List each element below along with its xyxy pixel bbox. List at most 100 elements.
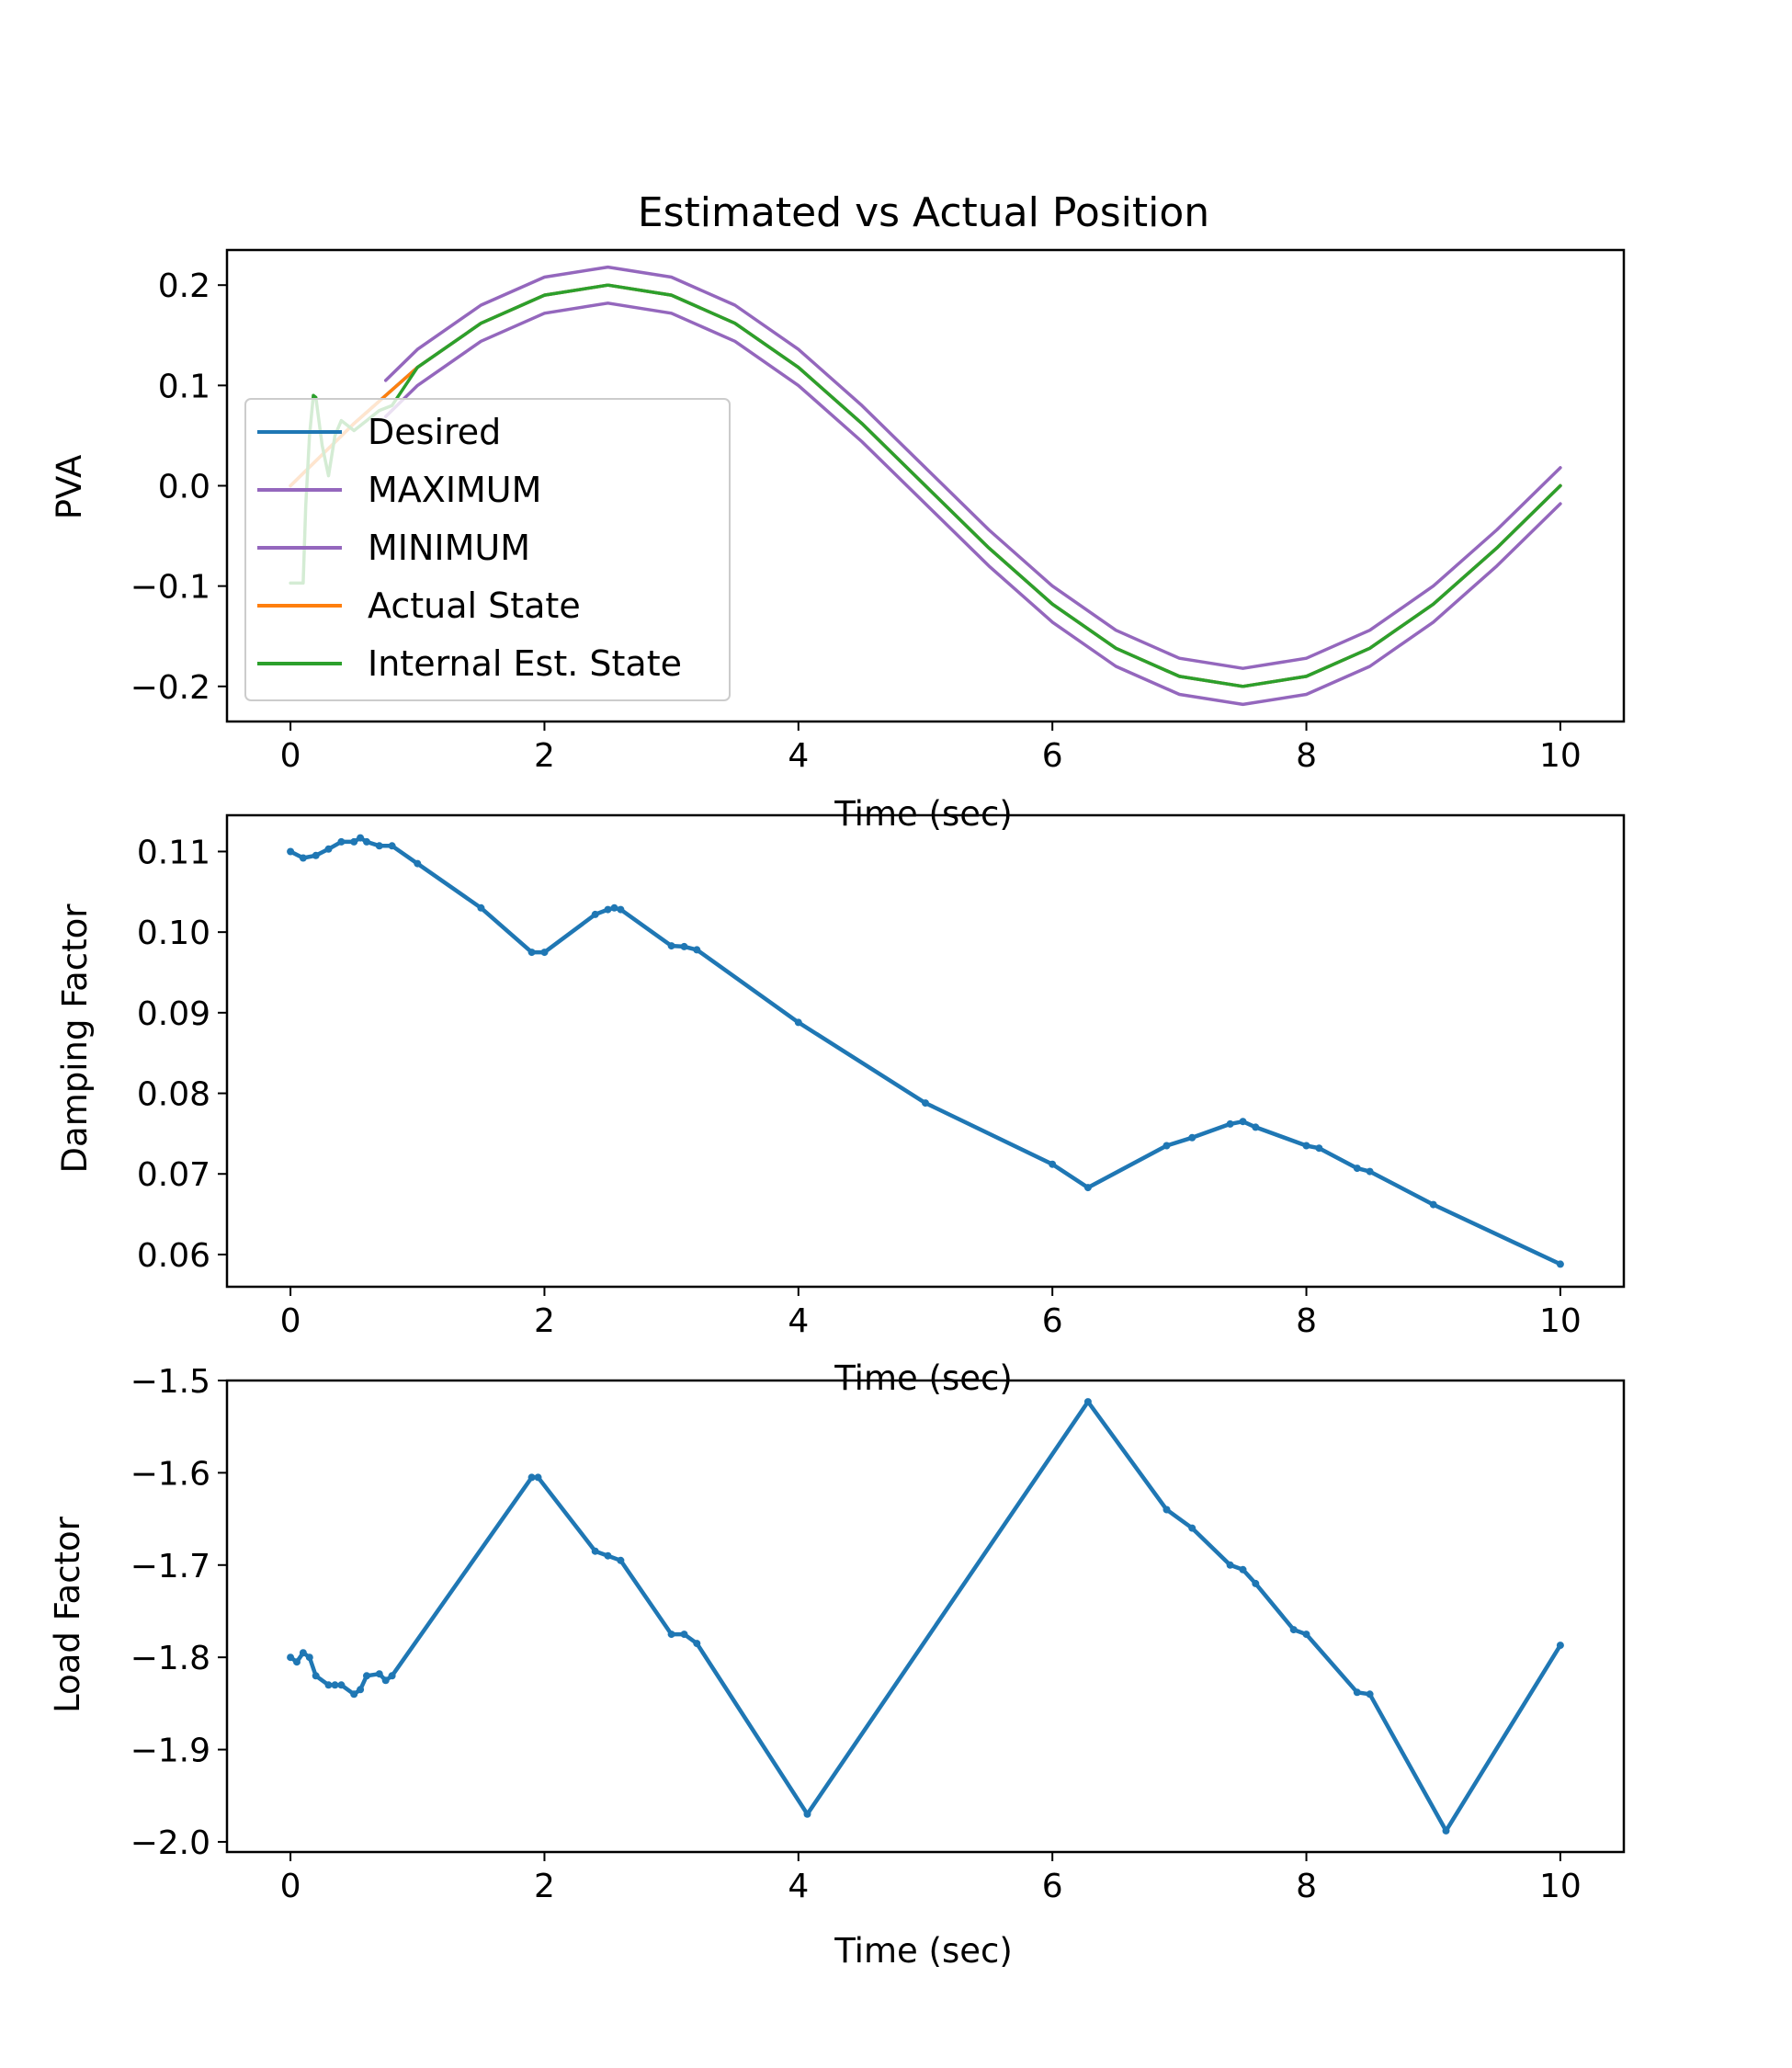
data-point (1252, 1123, 1260, 1131)
data-point (324, 1681, 333, 1689)
y-tick-label: 0.07 (137, 1156, 210, 1194)
ticks-layer: 0 2 4 6 8 10 0.2 0.1 0.0 −0.1 −0.2 (130, 267, 1582, 775)
data-point (287, 1653, 295, 1662)
data-point (1315, 1144, 1323, 1153)
data-point (331, 1681, 339, 1689)
data-point (357, 1686, 365, 1694)
legend-label-maximum: MAXIMUM (368, 470, 541, 510)
x-tick-label: 10 (1539, 737, 1582, 775)
ticks-layer: 0 2 4 6 8 10 0.11 0.10 0.09 0.08 0.07 0.06 (137, 834, 1582, 1340)
x-axis-label: Time (sec) (834, 1358, 1013, 1398)
data-point (794, 1018, 802, 1027)
y-tick-label: −1.5 (130, 1363, 210, 1401)
data-point (1226, 1561, 1234, 1569)
y-axis-label: PVA (50, 455, 89, 520)
data-point (591, 910, 599, 918)
data-point (1049, 1160, 1057, 1168)
data-point (604, 1551, 612, 1560)
data-point (1083, 1398, 1092, 1406)
x-axis-label: Time (sec) (834, 794, 1013, 834)
data-point (1353, 1165, 1361, 1173)
x-tick-label: 8 (1296, 1868, 1317, 1905)
data-point (312, 1672, 320, 1680)
legend-box (244, 398, 731, 701)
data-point (337, 1681, 346, 1689)
x-tick-label: 2 (534, 737, 555, 775)
x-tick-label: 4 (788, 1868, 809, 1905)
x-tick-label: 10 (1539, 1302, 1582, 1340)
plot-area-frame (225, 1379, 1626, 1854)
legend-label-actual-state: Actual State (368, 585, 581, 626)
data-point (922, 1099, 929, 1108)
legend-label-desired: Desired (368, 412, 501, 452)
legend-label-minimum: MINIMUM (368, 528, 530, 568)
series-layer (287, 834, 1564, 1268)
x-tick-label: 6 (1042, 737, 1063, 775)
data-point (527, 949, 536, 957)
data-point (1366, 1690, 1374, 1699)
data-point (1163, 1142, 1171, 1150)
data-point (1302, 1142, 1310, 1150)
legend-label-internal-est-state: Internal Est. State (368, 643, 682, 684)
data-point (350, 1690, 358, 1699)
x-tick-label: 6 (1042, 1868, 1063, 1905)
data-point (693, 946, 701, 954)
data-point (1188, 1133, 1197, 1142)
data-point (534, 1473, 542, 1482)
data-point (1252, 1579, 1260, 1587)
x-tick-label: 6 (1042, 1302, 1063, 1340)
data-point (375, 842, 383, 850)
y-tick-label: −0.2 (130, 669, 210, 707)
data-point (381, 1676, 390, 1685)
data-point (357, 834, 365, 842)
y-tick-label: −2.0 (130, 1824, 210, 1862)
y-tick-label: −1.9 (130, 1733, 210, 1770)
data-point (617, 905, 625, 914)
data-point (375, 1670, 383, 1678)
plot-area-frame (225, 813, 1626, 1289)
data-point (1442, 1826, 1450, 1835)
y-tick-label: 0.11 (137, 834, 210, 871)
data-point (1163, 1506, 1171, 1514)
y-tick-label: 0.08 (137, 1076, 210, 1114)
y-tick-label: 0.1 (158, 368, 210, 405)
x-tick-label: 0 (280, 1868, 301, 1905)
y-tick-label: −1.7 (130, 1548, 210, 1585)
data-point (350, 837, 358, 846)
x-tick-label: 8 (1296, 737, 1317, 775)
data-point (1353, 1688, 1361, 1697)
data-point (299, 1649, 307, 1657)
data-point (388, 1672, 396, 1680)
y-tick-label: 0.06 (137, 1237, 210, 1275)
data-point (1366, 1167, 1374, 1176)
x-tick-label: 4 (788, 1302, 809, 1340)
data-point (667, 942, 675, 950)
data-point (680, 942, 688, 950)
data-point (305, 1653, 313, 1662)
data-point (1226, 1119, 1234, 1128)
x-tick-label: 0 (280, 737, 301, 775)
data-point (414, 859, 422, 868)
y-tick-label: −1.8 (130, 1640, 210, 1677)
x-tick-label: 0 (280, 1302, 301, 1340)
data-point (299, 854, 307, 862)
data-point (667, 1631, 675, 1639)
x-tick-label: 10 (1539, 1868, 1582, 1905)
data-point (604, 905, 612, 914)
data-point (363, 1672, 370, 1680)
y-tick-label: 0.0 (158, 469, 210, 506)
y-tick-label: 0.09 (137, 995, 210, 1033)
legend: Desired MAXIMUM MINIMUM Actual State Int… (244, 398, 731, 701)
load-chart-panel: Load Factor Time (sec) 0 2 4 6 8 10 −1.5 −1.6 −1… (48, 1363, 1626, 1971)
y-axis-label: Load Factor (48, 1516, 87, 1713)
data-point (287, 847, 295, 856)
data-point (680, 1631, 688, 1639)
data-point (591, 1547, 599, 1555)
data-point (1556, 1260, 1564, 1268)
data-point (1556, 1642, 1564, 1650)
series-line-minimum (383, 301, 1562, 707)
data-point (540, 949, 549, 957)
position-chart-panel: Estimated vs Actual Position PVA Time (s… (50, 189, 1626, 834)
